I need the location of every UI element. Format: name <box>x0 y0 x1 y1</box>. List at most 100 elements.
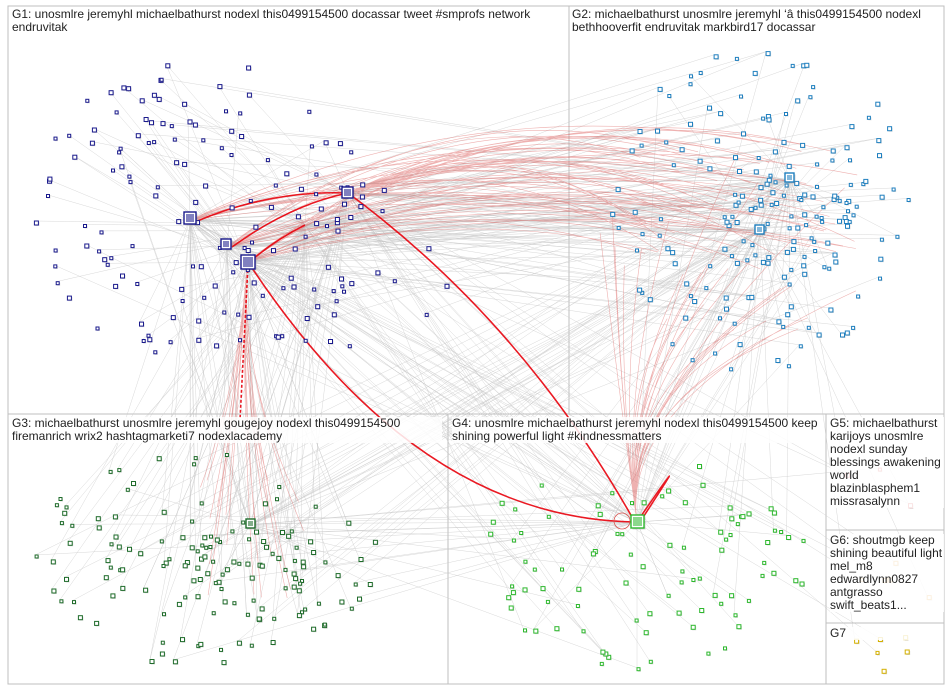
node-g2 <box>819 216 824 220</box>
node-g2 <box>809 236 814 241</box>
node-g2 <box>639 143 644 148</box>
node-g2 <box>802 212 808 218</box>
group-panel-g7 <box>825 622 945 685</box>
hub-node-avatar <box>344 189 351 196</box>
node-g1 <box>153 350 158 355</box>
node-g2 <box>846 209 850 214</box>
node-g3 <box>211 611 216 616</box>
node-g1 <box>170 315 176 321</box>
node-g7 <box>904 649 910 655</box>
node-g4 <box>539 483 544 488</box>
node-g3 <box>237 561 242 566</box>
node-g2 <box>708 264 713 269</box>
node-g2 <box>845 223 850 229</box>
node-g2 <box>616 225 621 230</box>
node-g3 <box>264 544 269 550</box>
node-g3 <box>192 462 197 467</box>
strong-edge <box>347 192 633 518</box>
node-g3 <box>277 485 282 489</box>
node-g2 <box>672 261 678 267</box>
node-g1 <box>193 199 199 205</box>
node-g1 <box>118 146 123 151</box>
node-g4 <box>615 531 620 536</box>
node-g4 <box>599 661 604 666</box>
node-g7 <box>875 650 880 655</box>
node-g1 <box>120 273 125 279</box>
node-g3 <box>195 549 200 554</box>
node-g2 <box>724 219 730 225</box>
node-g1 <box>392 279 397 284</box>
node-g2 <box>789 214 794 219</box>
node-g2 <box>800 142 806 148</box>
node-g3 <box>108 565 113 570</box>
node-g2 <box>753 253 758 258</box>
node-g4 <box>546 514 551 519</box>
node-g4 <box>597 511 603 517</box>
node-g3 <box>94 620 100 626</box>
node-g2 <box>806 325 811 330</box>
node-g1 <box>339 276 344 282</box>
node-g2 <box>733 202 739 208</box>
node-g3 <box>198 641 204 647</box>
node-g3 <box>308 539 314 545</box>
node-g3 <box>160 640 165 645</box>
node-g4 <box>680 569 685 574</box>
node-g1 <box>47 176 53 182</box>
node-g4 <box>560 567 564 572</box>
node-g1 <box>348 215 354 220</box>
node-g1 <box>238 111 243 116</box>
node-g2 <box>815 184 819 189</box>
node-g2 <box>664 140 669 145</box>
node-g3 <box>247 537 252 542</box>
node-g1 <box>146 333 151 338</box>
node-g3 <box>241 520 246 525</box>
node-g1 <box>149 120 154 126</box>
node-g2 <box>718 111 724 117</box>
node-g3 <box>34 554 39 559</box>
node-g4 <box>575 604 580 608</box>
node-g3 <box>254 529 259 535</box>
node-g1 <box>265 158 270 163</box>
node-g1 <box>325 224 329 229</box>
node-g4 <box>729 516 735 522</box>
node-g1 <box>135 282 140 286</box>
node-g2 <box>776 319 782 325</box>
node-g2 <box>768 173 773 178</box>
node-g3 <box>214 537 220 543</box>
node-g1 <box>165 63 171 69</box>
node-g2 <box>787 282 792 287</box>
node-g4 <box>736 624 742 630</box>
node-g2 <box>848 158 852 163</box>
node-g1 <box>141 339 146 343</box>
node-g4 <box>488 531 494 537</box>
node-g2 <box>840 332 845 338</box>
node-g4 <box>786 535 792 540</box>
strong-edge <box>636 475 670 523</box>
group-label-g4: G4: unosmlre michaelbathurst jeremyhl no… <box>452 417 822 443</box>
node-g3 <box>311 626 317 632</box>
node-g1 <box>295 214 301 220</box>
node-g1 <box>246 314 252 320</box>
hub-node-avatar <box>787 175 792 180</box>
node-g4 <box>630 501 634 506</box>
node-g3 <box>300 610 304 615</box>
node-g3 <box>138 551 144 557</box>
node-g2 <box>723 295 729 301</box>
node-g2 <box>722 215 727 220</box>
node-g4 <box>620 532 625 537</box>
node-g3 <box>275 497 279 502</box>
node-g1 <box>250 240 254 245</box>
node-g2 <box>734 220 740 225</box>
node-g1 <box>117 150 122 155</box>
node-g1 <box>95 326 100 331</box>
strong-edge <box>239 264 249 421</box>
group-label-g2: G2: michaelbathurst unosmlre jeremyhl ‘â… <box>572 8 942 34</box>
node-g3 <box>189 545 195 551</box>
node-g2 <box>714 138 720 144</box>
node-g2 <box>878 276 882 281</box>
node-g1 <box>83 224 87 228</box>
node-g3 <box>59 521 64 526</box>
node-g3 <box>59 599 64 604</box>
node-g2 <box>772 149 778 155</box>
